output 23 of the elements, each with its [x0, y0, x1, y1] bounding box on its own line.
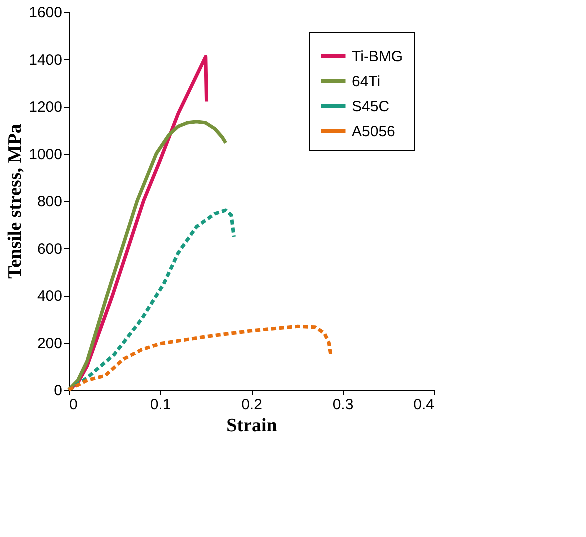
x-axis-title: Strain	[226, 416, 278, 436]
legend-label: S45C	[352, 98, 390, 116]
y-tick-label: 1400	[29, 52, 62, 69]
y-tick-label: 0	[54, 382, 62, 400]
line-series	[67, 324, 333, 392]
y-tick-label: 600	[37, 240, 62, 258]
x-tick-label: 0.1	[150, 396, 172, 414]
y-tick-label: 1200	[29, 99, 62, 116]
x-tick-label: 0	[70, 396, 78, 414]
line-series	[67, 208, 236, 392]
line-series	[67, 120, 228, 392]
y-tick-label: 1000	[29, 146, 62, 164]
legend-label: 64Ti	[352, 74, 381, 90]
x-tick-label: 0.2	[242, 396, 262, 414]
legend-label: Ti-BMG	[352, 48, 404, 66]
y-tick-label: 400	[37, 288, 62, 305]
y-tick-label: 800	[37, 194, 62, 210]
y-tick-label: 1600	[29, 4, 62, 22]
legend-label: A5056	[352, 124, 396, 140]
y-axis-title: Tensile stress, MPa	[5, 124, 26, 279]
y-tick-label: 200	[37, 335, 62, 352]
x-tick-label: 0.4	[414, 396, 434, 414]
x-tick-label: 0.3	[332, 396, 354, 414]
